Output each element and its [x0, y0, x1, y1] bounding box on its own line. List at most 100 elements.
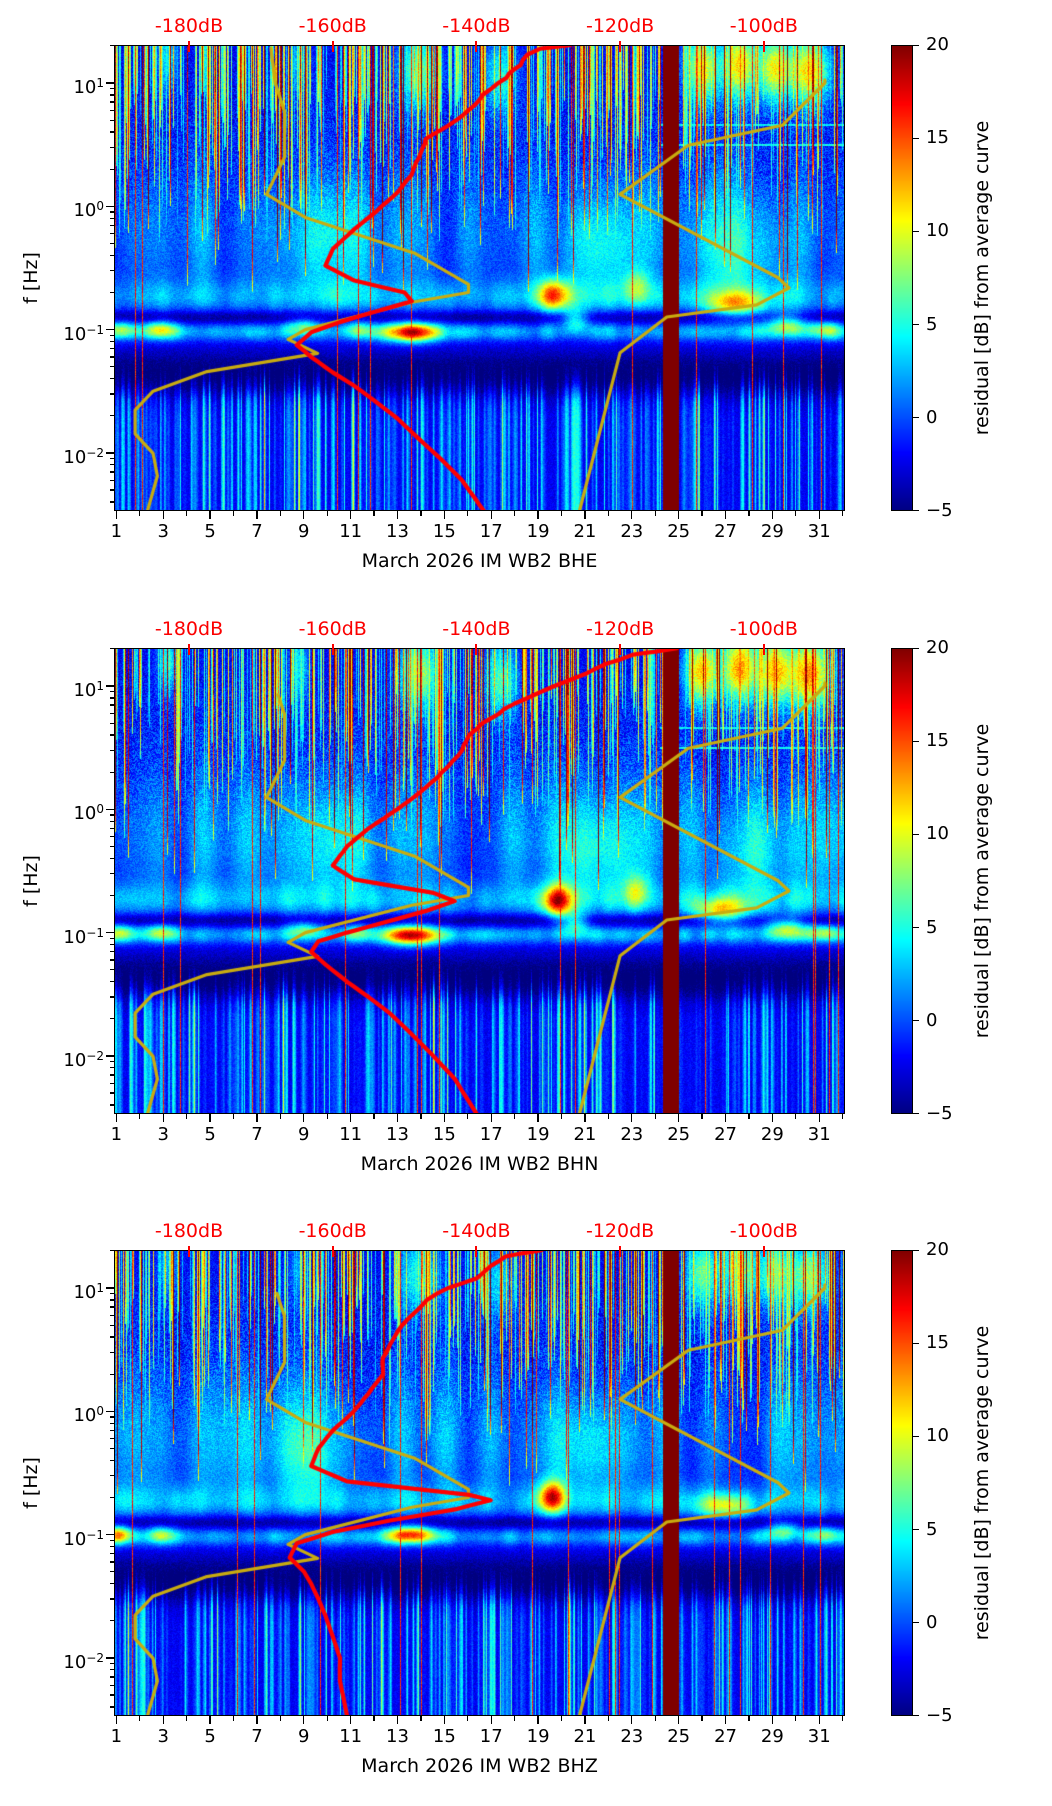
x-axis-tick — [677, 1114, 680, 1122]
y-axis-minor-tick — [109, 836, 114, 838]
y-axis-tick — [106, 1287, 114, 1289]
x-axis-tick-label: 17 — [479, 1124, 503, 1145]
y-axis-minor-tick — [109, 101, 114, 103]
y-axis-minor-tick — [109, 969, 114, 971]
colorbar-tick — [913, 230, 919, 233]
top-db-tick — [475, 644, 478, 655]
y-axis-minor-tick — [109, 211, 114, 213]
top-db-tick — [762, 1246, 765, 1257]
x-axis-minor-tick — [326, 1114, 328, 1119]
y-axis-minor-tick — [109, 1104, 114, 1106]
x-axis-tick-label: 7 — [251, 1124, 263, 1145]
colorbar-tick-label: 15 — [926, 730, 949, 752]
x-axis-tick-label: 1 — [110, 521, 123, 542]
y-axis-minor-tick — [109, 1571, 114, 1573]
x-axis-minor-tick — [420, 1114, 422, 1119]
y-axis-minor-tick — [109, 734, 114, 736]
colorbar-tick — [913, 417, 919, 419]
x-axis-minor-tick — [279, 1114, 281, 1119]
y-axis-minor-tick — [109, 217, 114, 219]
top-db-label: -100dB — [729, 1220, 798, 1242]
x-axis-tick-label: 25 — [667, 521, 691, 542]
x-axis-minor-tick — [373, 1114, 375, 1119]
y-axis-minor-tick — [109, 959, 114, 961]
top-db-label: -120dB — [585, 15, 655, 37]
x-axis-tick — [209, 1114, 211, 1122]
y-axis-minor-tick — [109, 827, 114, 829]
colorbar-tick — [913, 45, 919, 47]
top-db-tick — [619, 644, 622, 655]
x-axis-tick — [631, 511, 633, 519]
x-axis-minor-tick — [139, 511, 141, 516]
y-axis-minor-tick — [109, 109, 114, 111]
y-tick-exponent: 1 — [96, 679, 104, 693]
y-axis-minor-tick — [109, 937, 114, 939]
y-axis-tick-label: 100 — [48, 798, 104, 825]
colorbar-tick-label: 20 — [926, 34, 949, 55]
x-axis-tick-label: 7 — [251, 521, 263, 542]
y-axis-minor-tick — [109, 1373, 114, 1375]
y-tick-exponent: −1 — [86, 925, 104, 940]
top-db-tick — [475, 41, 478, 52]
x-axis-label: March 2026 IM WB2 BHE — [361, 550, 598, 572]
y-axis-minor-tick — [109, 648, 114, 650]
y-axis-minor-tick — [109, 1583, 114, 1585]
y-axis-minor-tick — [109, 981, 114, 983]
top-db-label: -160dB — [298, 15, 367, 37]
x-axis-tick-label: 19 — [526, 1124, 550, 1145]
top-db-label: -180dB — [154, 618, 224, 640]
x-axis-tick-label: 19 — [526, 521, 550, 542]
x-axis-minor-tick — [701, 511, 703, 516]
y-axis-minor-tick — [109, 242, 114, 244]
x-axis-minor-tick — [654, 1114, 656, 1119]
x-axis-minor-tick — [139, 1716, 141, 1721]
x-axis-minor-tick — [748, 1114, 750, 1119]
y-axis-minor-tick — [109, 348, 114, 350]
x-axis-minor-tick — [467, 511, 469, 516]
y-axis-tick-label: 10−2 — [48, 1045, 104, 1072]
y-axis-minor-tick — [109, 415, 114, 417]
x-axis-tick — [490, 1716, 492, 1724]
y-axis-minor-tick — [109, 1074, 114, 1076]
y-axis-minor-tick — [109, 691, 114, 693]
x-axis-tick-label: 3 — [157, 1124, 169, 1145]
x-axis-tick-label: 15 — [432, 521, 456, 542]
x-axis-tick-label: 29 — [760, 521, 784, 542]
x-axis-tick-label: 21 — [573, 1726, 597, 1747]
x-axis-tick-label: 13 — [386, 1726, 409, 1747]
y-axis-minor-tick — [109, 366, 114, 368]
colorbar-tick — [913, 833, 919, 836]
x-axis-minor-tick — [326, 1716, 328, 1721]
y-axis-minor-tick — [109, 356, 114, 358]
top-db-label: -120dB — [585, 618, 655, 640]
x-axis-tick — [303, 511, 305, 519]
x-axis-minor-tick — [842, 1716, 844, 1721]
x-axis-tick-label: 11 — [339, 521, 363, 542]
x-axis-minor-tick — [373, 511, 375, 516]
y-axis-minor-tick — [109, 131, 114, 133]
colorbar-tick — [913, 1342, 919, 1344]
y-axis-tick — [106, 685, 114, 687]
x-axis-tick — [209, 1716, 211, 1724]
colorbar: 20 15 10 5 0 −5 residual [dB] from average cur… — [891, 637, 993, 1124]
x-axis-tick — [631, 1114, 633, 1122]
spectrogram-panel-bhz: 1 3 5 7 9 11 13 15 17 19 21 23 25 27 29 31 101 100 10−1 10−… — [20, 1220, 845, 1777]
y-axis-minor-tick — [109, 340, 114, 343]
y-axis-minor-tick — [109, 1306, 114, 1308]
y-axis-label: f [Hz] — [20, 252, 42, 304]
x-axis-tick-label: 15 — [432, 1726, 456, 1747]
y-axis-minor-tick — [109, 88, 114, 90]
x-axis-tick — [349, 511, 352, 519]
x-axis-minor-tick — [514, 1114, 516, 1119]
x-axis-minor-tick — [654, 511, 656, 516]
x-axis-minor-tick — [607, 1716, 609, 1721]
x-axis-minor-tick — [560, 511, 563, 516]
x-axis-minor-tick — [420, 1716, 422, 1721]
y-axis-tick-label: 101 — [48, 1277, 104, 1304]
x-axis-tick-label: 27 — [714, 1726, 737, 1747]
x-axis-minor-tick — [326, 511, 328, 516]
x-axis-tick — [209, 511, 211, 519]
y-axis-tick — [106, 931, 114, 934]
x-axis-tick-label: 27 — [714, 521, 737, 542]
